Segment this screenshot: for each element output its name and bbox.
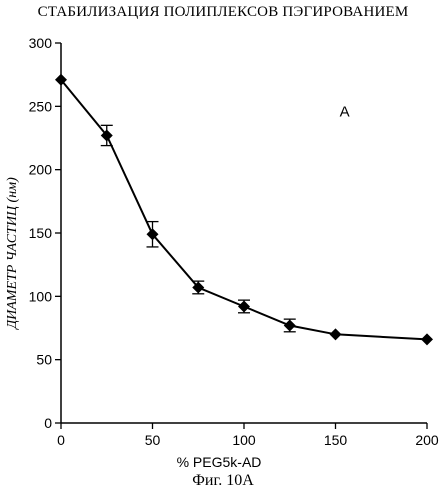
x-tick-label: 0 (57, 432, 65, 448)
data-point (55, 73, 67, 86)
data-point (329, 328, 342, 341)
x-tick-label: 200 (415, 432, 439, 448)
data-series (55, 73, 433, 346)
y-axis-ticks: 0 50 100 150 200 250 300 (29, 35, 61, 431)
y-axis-label: ДИАМЕТР ЧАСТИЦ (нм) (5, 177, 20, 331)
y-tick-label: 50 (36, 352, 52, 368)
data-point (100, 129, 113, 142)
y-tick-label: 250 (29, 98, 53, 114)
y-tick-label: 0 (44, 415, 52, 431)
figure-caption: Фиг. 10А (192, 472, 254, 489)
x-tick-label: 150 (324, 432, 348, 448)
x-axis-label: % PEG5k-AD (177, 454, 262, 470)
y-tick-label: 200 (29, 162, 53, 178)
data-point (192, 281, 205, 294)
y-tick-label: 150 (29, 225, 53, 241)
x-tick-label: 100 (232, 432, 256, 448)
data-point (146, 228, 159, 241)
y-tick-label: 300 (29, 35, 53, 51)
axes (60, 43, 427, 424)
data-point (421, 333, 433, 346)
panel-letter: A (340, 103, 350, 120)
x-axis-ticks: 0 50 100 150 200 (57, 423, 439, 448)
data-point (238, 300, 250, 313)
x-tick-label: 50 (145, 432, 161, 448)
y-tick-label: 100 (29, 288, 53, 304)
chart-title: СТАБИЛИЗАЦИЯ ПОЛИПЛЕКСОВ ПЭГИРОВАНИЕМ (37, 4, 409, 20)
series-line (60, 79, 428, 341)
data-point (283, 319, 296, 332)
